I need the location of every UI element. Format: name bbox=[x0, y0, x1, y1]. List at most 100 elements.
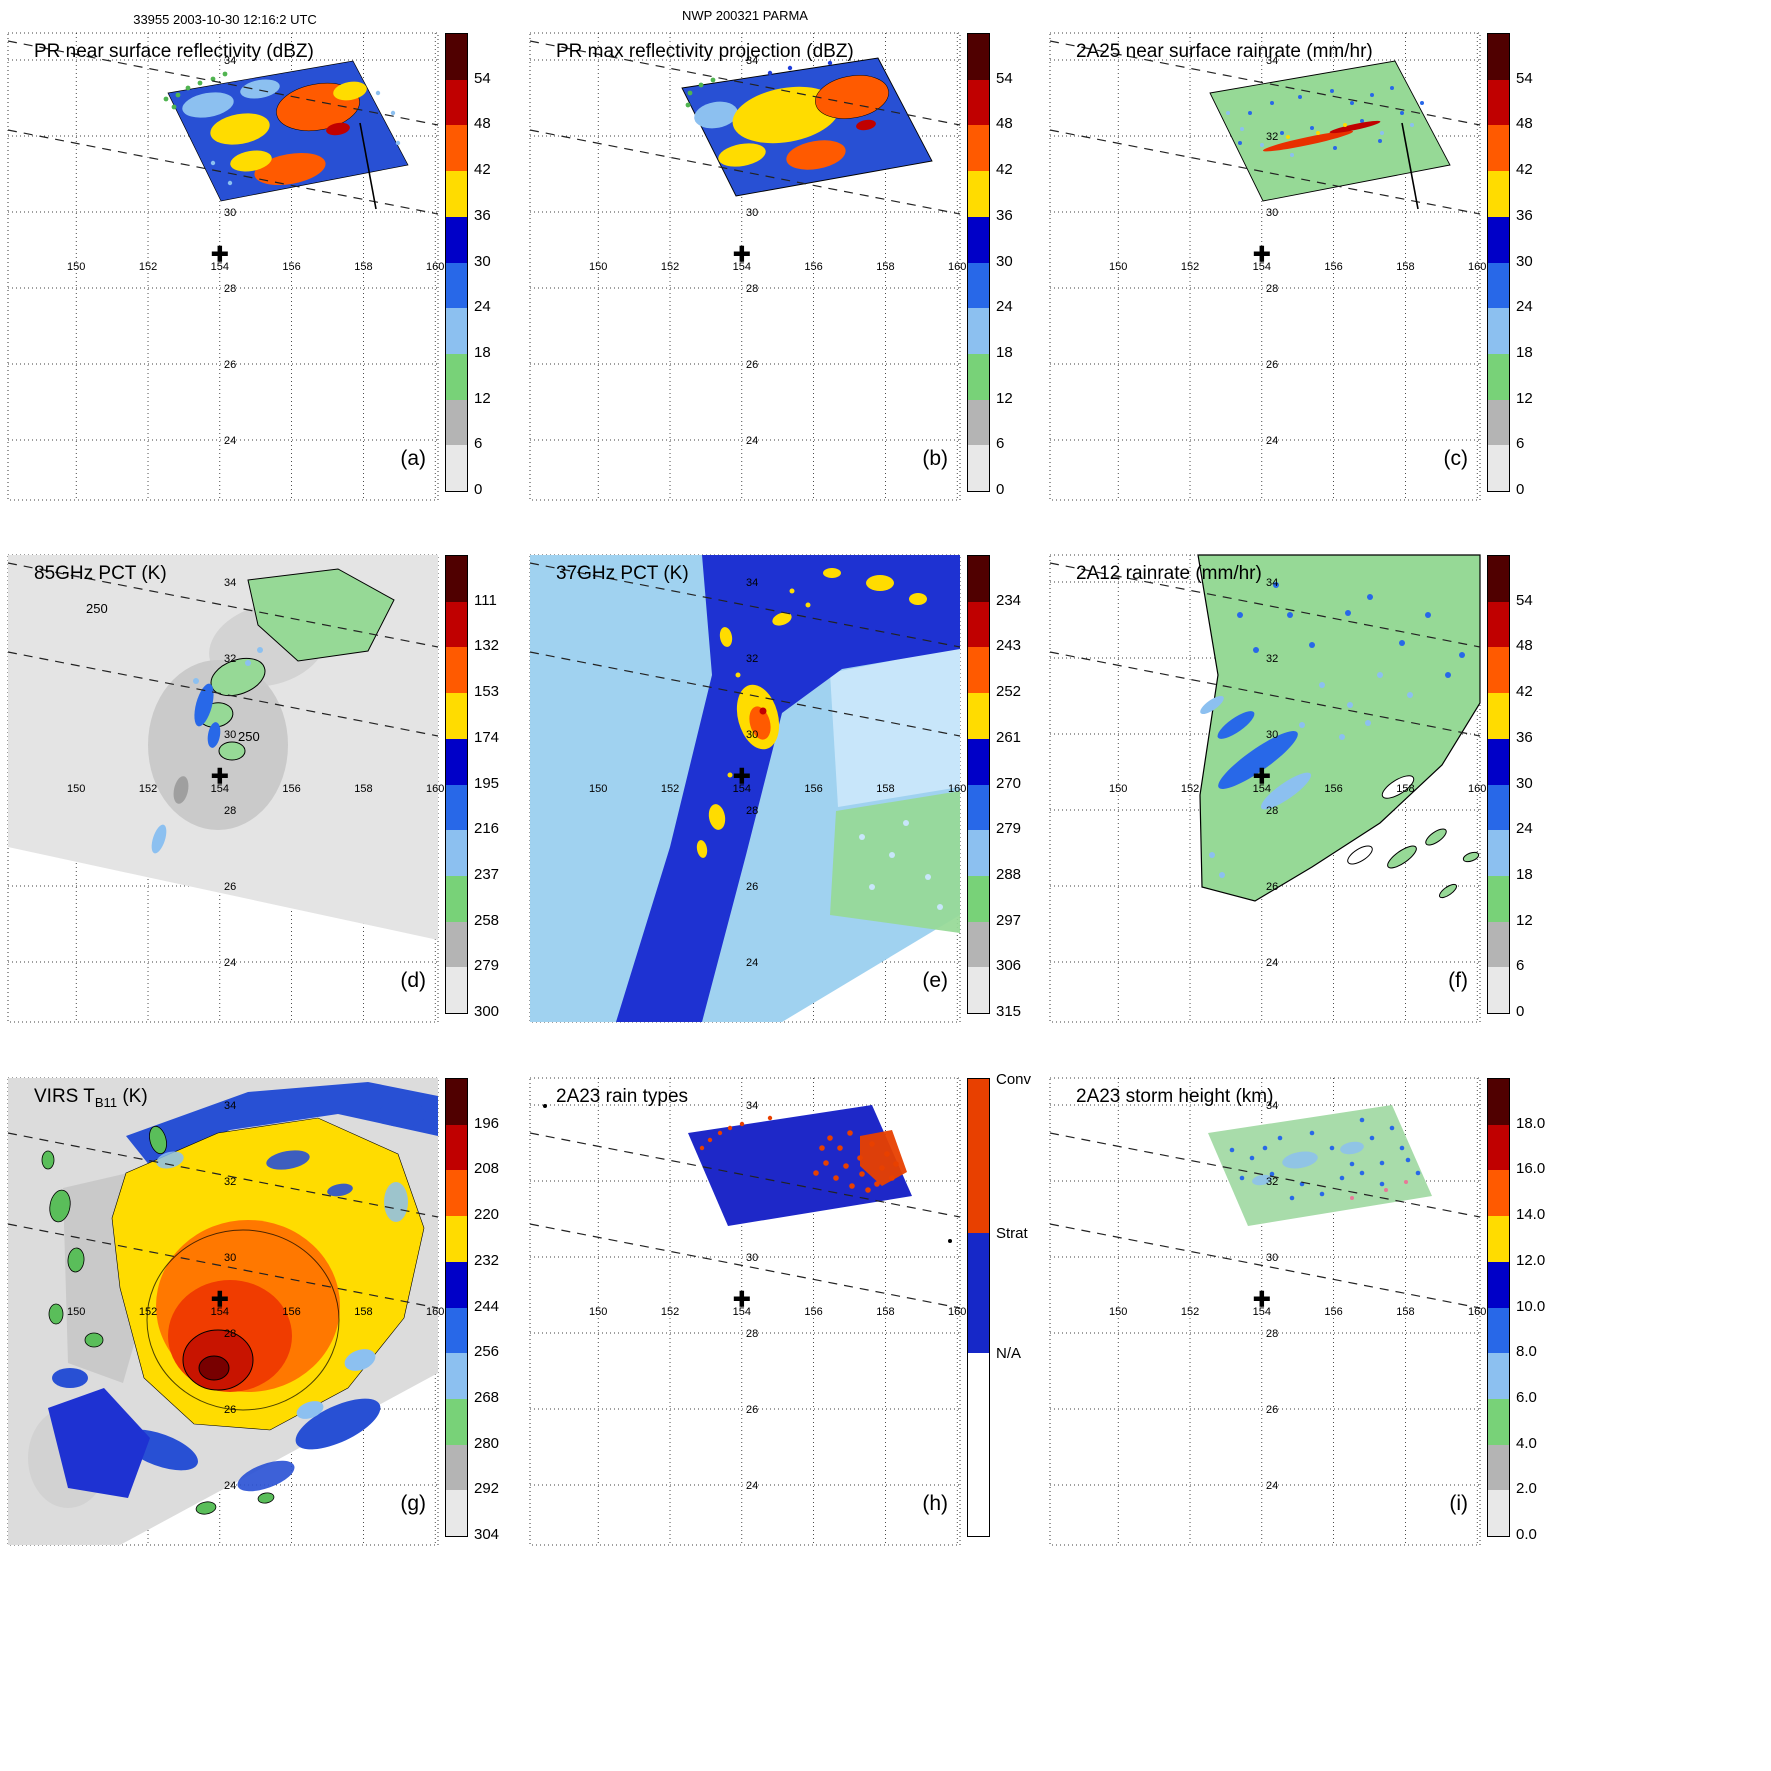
colorbar-segment bbox=[1488, 1079, 1509, 1125]
data-blob bbox=[1340, 1141, 1364, 1155]
lat-tick-label: 28 bbox=[224, 283, 236, 295]
colorbar-segment bbox=[1488, 647, 1509, 694]
data-dot bbox=[1339, 734, 1345, 740]
data-region bbox=[1197, 554, 1481, 902]
colorbar-segment bbox=[1488, 399, 1509, 446]
data-region bbox=[247, 568, 395, 662]
data-dot bbox=[1400, 111, 1404, 115]
data-dot bbox=[1343, 123, 1347, 127]
colorbar-segment bbox=[1488, 784, 1509, 831]
panel-i: 150 152 154 156 158 160 34 32 30 28 26 24 2A23 storm… bbox=[1049, 1077, 1570, 1578]
colorbar-tick-label: 237 bbox=[474, 865, 500, 883]
lat-tick-label: 28 bbox=[746, 1328, 758, 1340]
colorbar-segment bbox=[1488, 1398, 1509, 1445]
colorbar-segment bbox=[1488, 125, 1509, 172]
lat-tick-label: 32 bbox=[1266, 131, 1278, 143]
storm-center-marker bbox=[211, 767, 228, 784]
lon-tick-label: 150 bbox=[1109, 1306, 1127, 1318]
data-dot bbox=[1359, 1117, 1365, 1123]
colorbar-tick-label: 300 bbox=[474, 1003, 500, 1020]
panel-letter: (a) bbox=[400, 447, 426, 470]
colorbar-segment bbox=[1488, 1307, 1509, 1354]
colorbar-segment bbox=[446, 1124, 467, 1171]
colorbar-segment bbox=[446, 967, 467, 1014]
data-dot bbox=[1405, 1157, 1411, 1163]
lat-tick-label: 24 bbox=[746, 957, 758, 969]
map-c: 150 152 154 156 158 160 34 32 30 28 26 24 2A25 near … bbox=[1049, 32, 1486, 501]
lat-tick-label: 24 bbox=[224, 1480, 236, 1492]
lon-tick-label: 150 bbox=[67, 261, 85, 273]
colorbar-tick-label: 195 bbox=[474, 774, 500, 792]
data-blob bbox=[378, 1101, 426, 1127]
data-blob bbox=[195, 1501, 217, 1515]
colorbar-tick-label: 42 bbox=[1516, 683, 1533, 701]
data-blob bbox=[1438, 883, 1458, 899]
colorbar-segment bbox=[446, 171, 467, 217]
storm-center-marker bbox=[733, 1290, 750, 1307]
colorbar-i bbox=[1487, 1078, 1510, 1537]
colorbar-segment bbox=[1488, 1490, 1509, 1537]
colorbar-segment bbox=[1488, 1124, 1509, 1171]
colorbar-segment bbox=[968, 921, 989, 968]
lat-tick-label: 30 bbox=[1266, 729, 1278, 741]
panel-g: 150 152 154 156 158 160 34 32 30 28 26 24 VIRS TB11 … bbox=[7, 1077, 528, 1578]
lat-tick-label: 32 bbox=[746, 653, 758, 665]
data-dot bbox=[1384, 1188, 1388, 1192]
lon-tick-label: 150 bbox=[589, 783, 607, 795]
data-blob bbox=[151, 824, 167, 854]
data-dot bbox=[717, 1130, 723, 1136]
colorbar-tick-label: 48 bbox=[1516, 115, 1533, 133]
colorbar-tick-label: 220 bbox=[474, 1206, 500, 1224]
data-dot bbox=[710, 77, 716, 83]
colorbar-tick-label: 8.0 bbox=[1516, 1343, 1537, 1361]
colorbar-segment bbox=[968, 399, 989, 446]
colorbar-segment bbox=[446, 1170, 467, 1217]
data-dot bbox=[1349, 1161, 1355, 1167]
data-dot bbox=[1253, 647, 1259, 653]
data-dot bbox=[813, 1170, 819, 1176]
data-dot bbox=[1380, 131, 1384, 135]
lat-tick-label: 30 bbox=[224, 1252, 236, 1264]
colorbar-tick-label: 48 bbox=[996, 115, 1013, 133]
lon-tick-label: 160 bbox=[426, 783, 444, 795]
map-d: 150 152 154 156 158 160 34 32 30 28 26 24 250 250 85GH… bbox=[7, 554, 444, 1023]
lat-tick-label: 24 bbox=[1266, 957, 1278, 969]
colorbar-segment bbox=[446, 262, 467, 309]
data-dot bbox=[698, 82, 704, 88]
lat-tick-label: 32 bbox=[224, 1176, 236, 1188]
data-dot bbox=[849, 1183, 855, 1189]
lon-tick-label: 156 bbox=[1324, 783, 1342, 795]
colorbar-tick-label: 36 bbox=[1516, 728, 1533, 746]
data-dot bbox=[175, 92, 181, 98]
colorbar-f bbox=[1487, 555, 1510, 1014]
colorbar-a bbox=[445, 33, 468, 492]
lon-tick-label: 154 bbox=[211, 783, 229, 795]
colorbar-segment bbox=[446, 399, 467, 446]
colorbar-segment bbox=[1488, 34, 1509, 80]
panel-f: 150 152 154 156 158 160 34 32 30 28 26 24 2A12 rainr… bbox=[1049, 554, 1570, 1055]
colorbar-category-segment bbox=[968, 1232, 989, 1354]
data-dot bbox=[197, 80, 203, 86]
lon-tick-label: 156 bbox=[804, 261, 822, 273]
data-blob bbox=[1261, 772, 1311, 810]
colorbar-tick-label: 36 bbox=[474, 206, 491, 224]
colorbar-segment bbox=[968, 308, 989, 354]
data-region bbox=[1208, 1105, 1432, 1226]
data-dot bbox=[171, 104, 177, 110]
data-blob bbox=[296, 1401, 324, 1419]
data-dot bbox=[685, 102, 691, 108]
data-blob bbox=[815, 75, 889, 119]
data-dot bbox=[390, 110, 396, 116]
data-region bbox=[830, 791, 960, 933]
data-dot bbox=[727, 772, 733, 778]
data-dot bbox=[874, 1181, 880, 1187]
colorbar-tick-label: 208 bbox=[474, 1160, 500, 1178]
panel-title: 37GHz PCT (K) bbox=[556, 563, 689, 584]
data-dot bbox=[847, 1130, 853, 1136]
lon-tick-label: 150 bbox=[67, 783, 85, 795]
data-blob bbox=[237, 1460, 295, 1492]
lon-tick-label: 156 bbox=[1324, 261, 1342, 273]
colorbar-segment bbox=[1488, 353, 1509, 400]
lon-tick-label: 150 bbox=[1109, 783, 1127, 795]
panel-title: PR max reflectivity projection (dBZ) bbox=[556, 41, 854, 62]
